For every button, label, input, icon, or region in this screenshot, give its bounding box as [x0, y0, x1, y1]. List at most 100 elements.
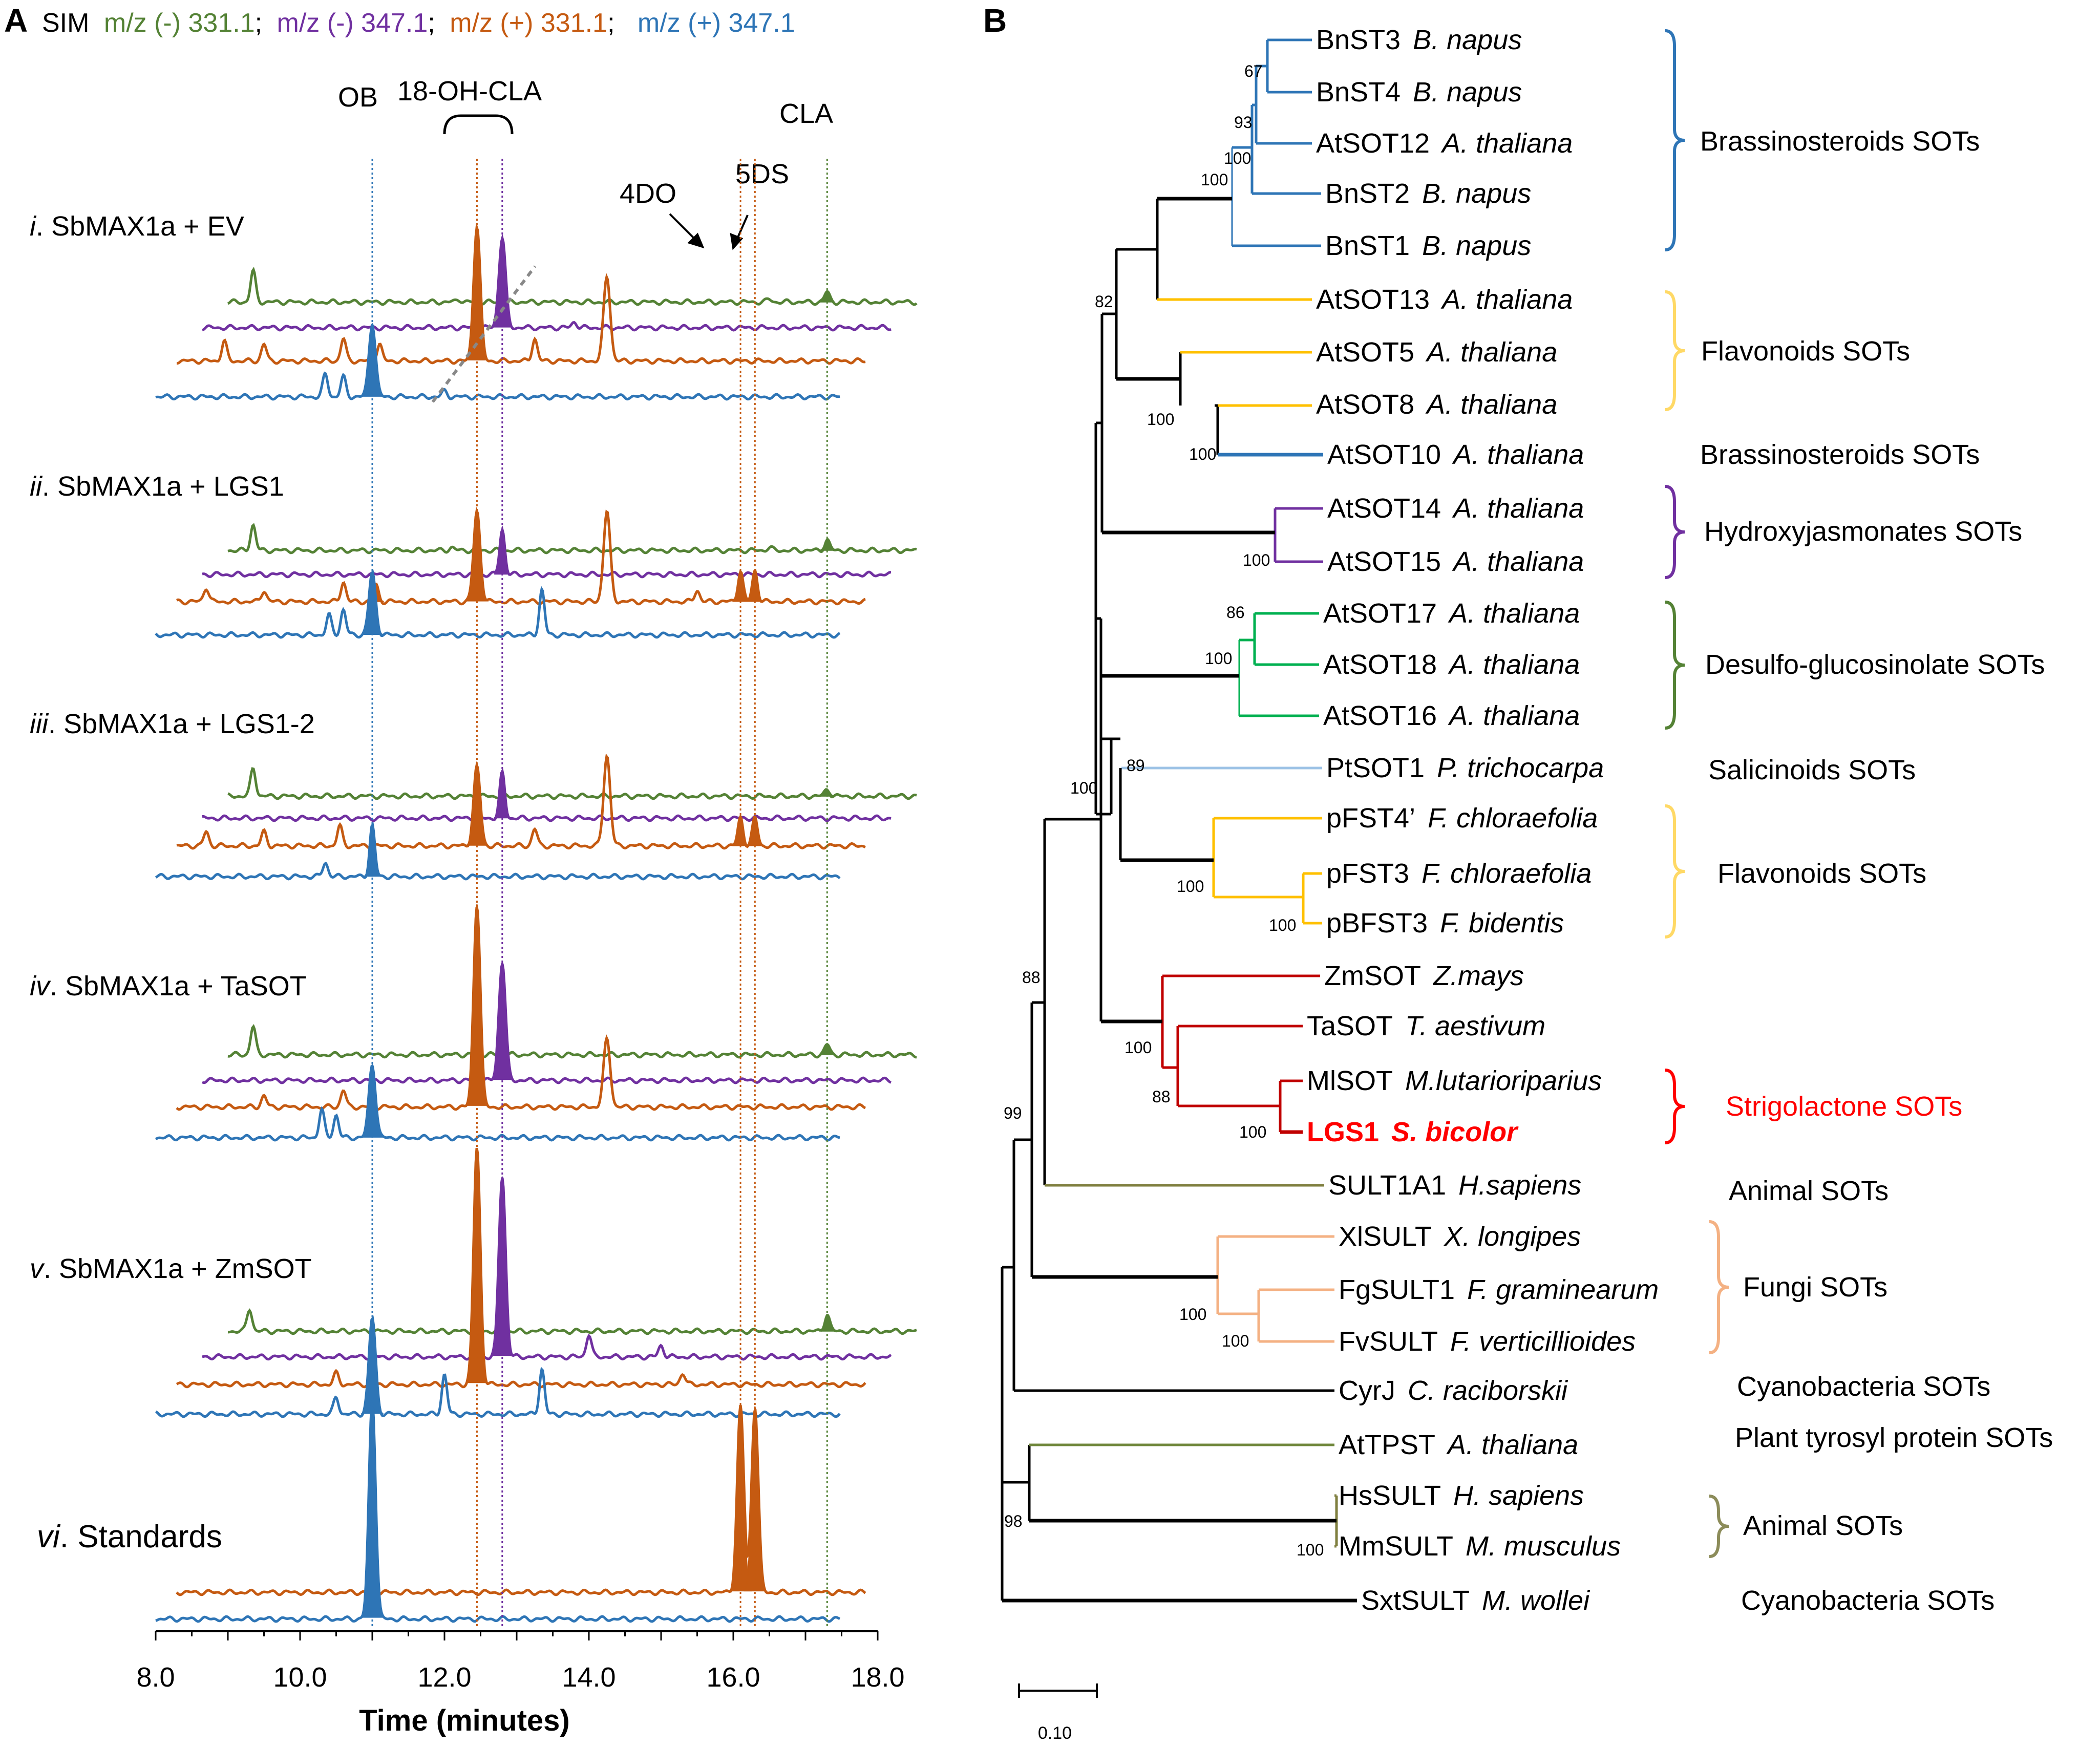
clade-label-7: Strigolactone SOTs — [1726, 1091, 1962, 1122]
taxon-species: F. bidentis — [1440, 908, 1564, 939]
taxon-species: A. thaliana — [1425, 337, 1557, 368]
bootstrap-nBrA: 100 — [1224, 149, 1251, 167]
trace-iii-0 — [227, 767, 917, 800]
taxon-species: A. thaliana — [1440, 128, 1573, 159]
bootstrap-n89: 89 — [1127, 756, 1145, 775]
trace-i-0 — [227, 267, 918, 306]
trace-v-1 — [202, 1177, 892, 1361]
sample-label-i: i. SbMAX1a + EV — [30, 211, 244, 242]
bootstrap-n99: 99 — [1004, 1104, 1022, 1122]
taxon-FgSULT1: FgSULT1 F. graminearum — [1339, 1274, 1659, 1305]
panel-b-letter: B — [983, 2, 1007, 39]
taxon-id: AtSOT12 — [1316, 128, 1430, 159]
taxon-AtSOT14: AtSOT14 A. thaliana — [1327, 493, 1584, 524]
taxon-species: P. trichocarpa — [1437, 753, 1604, 783]
taxon-PtSOT1: PtSOT1 P. trichocarpa — [1326, 753, 1604, 783]
sim-sep-3: ; — [607, 8, 614, 38]
taxon-AtSOT10: AtSOT10 A. thaliana — [1327, 439, 1584, 470]
clade-brace-6 — [1665, 804, 1685, 939]
trace-v-3 — [155, 1315, 841, 1418]
taxon-id: LGS1 — [1307, 1117, 1379, 1147]
clade-label-4: Desulfo-glucosinolate SOTs — [1705, 649, 2045, 680]
peak-label-18-oh-cla: 18-OH-CLA — [397, 76, 542, 106]
peak-fill-v-1 — [360, 1317, 384, 1414]
taxon-species: H.sapiens — [1458, 1170, 1581, 1201]
clade-brace-0 — [1665, 29, 1685, 251]
bootstrap-values: 67 93 100 100 82 100 100 100 86 100 89 100 100 100 88 1… — [1004, 62, 1324, 1559]
taxon-species: F. verticillioides — [1450, 1326, 1636, 1357]
taxon-AtSOT16: AtSOT16 A. thaliana — [1323, 700, 1580, 731]
taxon-AtSOT12: AtSOT12 A. thaliana — [1316, 128, 1573, 159]
taxon-pFST4’: pFST4’ F. chloraefolia — [1326, 803, 1598, 834]
sim-channel-3: m/z (+) 331.1 — [450, 8, 607, 38]
taxon-id: MlSOT — [1307, 1065, 1393, 1096]
taxon-species: A. thaliana — [1448, 700, 1580, 731]
taxon-species: T. aestivum — [1405, 1011, 1545, 1041]
bootstrap-nSL: 100 — [1125, 1038, 1152, 1057]
bootstrap-nLG: 100 — [1239, 1123, 1266, 1141]
taxon-species: B. napus — [1422, 230, 1531, 261]
clade-brace-1 — [1665, 290, 1685, 411]
taxon-XlSULT: XlSULT X. longipes — [1339, 1221, 1581, 1252]
taxon-AtSOT13: AtSOT13 A. thaliana — [1316, 284, 1573, 315]
taxon-id: HsSULT — [1339, 1480, 1441, 1511]
clade-brace-7 — [1665, 1069, 1685, 1144]
peak-label-4do: 4DO — [620, 178, 676, 209]
clade-brace-4 — [1665, 601, 1685, 730]
taxon-AtTPST: AtTPST A. thaliana — [1339, 1430, 1578, 1460]
peak-label-cla: CLA — [779, 98, 833, 129]
clade-label-1: Flavonoids SOTs — [1701, 336, 1910, 367]
taxon-HsSULT: HsSULT H. sapiens — [1339, 1480, 1584, 1511]
bootstrap-nF8: 100 — [1189, 445, 1216, 463]
taxon-id: AtSOT16 — [1323, 700, 1437, 731]
sample-label-iv: iv. SbMAX1a + TaSOT — [30, 971, 307, 1001]
arrow-4do — [669, 213, 705, 249]
taxon-species: M.lutarioriparius — [1405, 1065, 1602, 1096]
sim-sep-2: ; — [428, 8, 435, 38]
bracket-18-oh-cla — [443, 114, 514, 135]
clade-annotations: Brassinosteroids SOTs Flavonoids SOTs Bras… — [1665, 29, 2053, 1616]
bootstrap-nDG: 100 — [1205, 649, 1232, 668]
clade-label-0: Brassinosteroids SOTs — [1700, 126, 1980, 157]
peak-fill-ii-3 — [819, 540, 835, 551]
x-axis-title: Time (minutes) — [359, 1704, 569, 1737]
clade-label-2: Brassinosteroids SOTs — [1700, 439, 1980, 470]
sim-sep-1: ; — [255, 8, 262, 38]
taxon-pBFST3: pBFST3 F. bidentis — [1326, 908, 1564, 939]
taxon-BnST3: BnST3 B. napus — [1316, 25, 1522, 55]
taxon-species: A. thaliana — [1448, 649, 1580, 680]
taxon-id: PtSOT1 — [1326, 753, 1425, 783]
taxon-species: B. napus — [1413, 25, 1522, 55]
taxon-LGS1: LGS1 S. bicolor — [1307, 1117, 1519, 1147]
trace-iv-3 — [155, 1065, 840, 1142]
clade-label-6: Flavonoids SOTs — [1717, 858, 1926, 889]
trace-i-2 — [177, 223, 866, 365]
sim-channel-4: m/z (+) 347.1 — [638, 8, 795, 38]
bootstrap-n98: 98 — [1004, 1512, 1023, 1530]
clade-brace-9 — [1709, 1220, 1729, 1354]
chromatogram-traces — [155, 223, 918, 1623]
taxon-species: A. thaliana — [1452, 546, 1584, 577]
clade-label-11: Plant tyrosyl protein SOTs — [1735, 1422, 2053, 1453]
bootstrap-nFv: 100 — [1222, 1332, 1249, 1350]
taxon-species: Z.mays — [1432, 961, 1524, 991]
bootstrap-n88: 88 — [1022, 968, 1041, 987]
taxon-species: A. thaliana — [1425, 389, 1557, 420]
taxon-species: F. chloraefolia — [1422, 858, 1592, 889]
scale-bar-label: 0.10 — [1038, 1723, 1072, 1743]
panel-b: B BnST3 B. napus BnST4 B. napus AtSOT12 A. th… — [983, 2, 2053, 1743]
taxon-id: TaSOT — [1307, 1011, 1393, 1041]
clade-brace-3 — [1665, 485, 1685, 579]
taxon-labels: BnST3 B. napus BnST4 B. napus AtSOT12 A. thal… — [1307, 25, 1659, 1616]
arrow-5ds — [730, 215, 749, 250]
trace-v-2 — [176, 1147, 866, 1389]
peak-fill-i-2 — [360, 323, 385, 397]
taxon-species: F. chloraefolia — [1428, 803, 1598, 834]
taxon-ZmSOT: ZmSOT Z.mays — [1324, 961, 1524, 991]
taxon-species: A. thaliana — [1452, 493, 1584, 524]
peak-fill-iii-1 — [819, 788, 835, 797]
taxon-id: ZmSOT — [1324, 961, 1421, 991]
peak-label-ob: OB — [338, 82, 378, 113]
taxon-FvSULT: FvSULT F. verticillioides — [1339, 1326, 1636, 1357]
